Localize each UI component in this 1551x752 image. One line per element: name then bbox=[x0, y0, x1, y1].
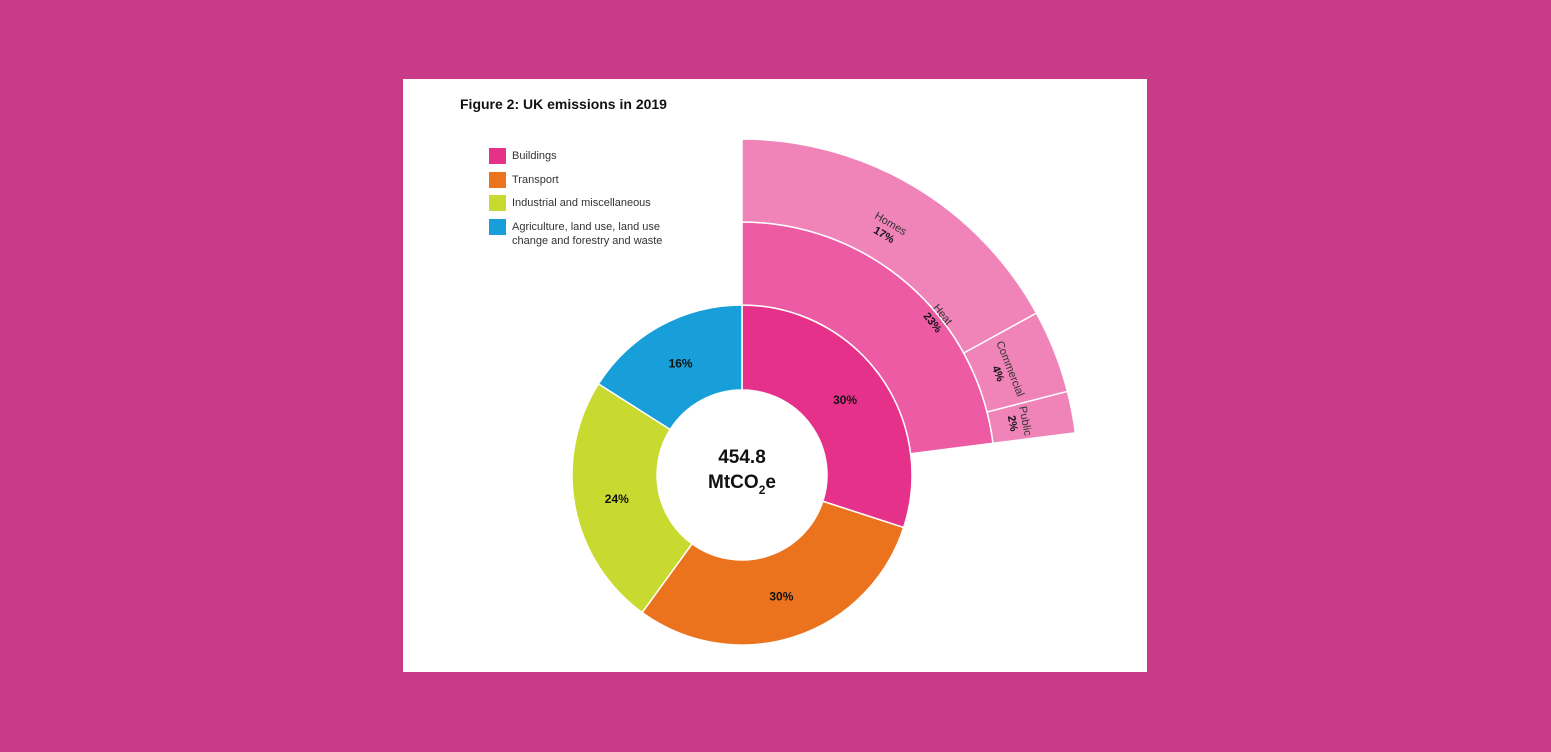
legend-swatch-transport bbox=[489, 172, 506, 188]
sub-label-value-public: 2% bbox=[1005, 415, 1020, 433]
sub-label-value-commercial: 4% bbox=[989, 364, 1006, 383]
legend-swatch-industrial bbox=[489, 195, 506, 211]
donut-slice-industrial-and-miscellan bbox=[571, 382, 694, 614]
legend-label-buildings: Buildings bbox=[512, 150, 557, 162]
figure-title: Figure 2: UK emissions in 2019 bbox=[460, 96, 667, 112]
donut-label-transport: 30% bbox=[769, 589, 793, 603]
center-total: 454.8 MtCO2e bbox=[708, 447, 776, 497]
center-total-value: 454.8 bbox=[718, 447, 766, 468]
ring-segments bbox=[571, 138, 1077, 646]
legend-label-transport: Transport bbox=[512, 174, 559, 186]
donut-label-agriculture-land-use-lan: 16% bbox=[669, 356, 693, 370]
sub-label-name-public: Public bbox=[1016, 405, 1033, 437]
sub-segment-public bbox=[986, 390, 1077, 445]
legend-label-agriculture: Agriculture, land use, land use change a… bbox=[512, 221, 663, 247]
legend-swatch-agriculture bbox=[489, 219, 506, 235]
donut-label-buildings: 30% bbox=[833, 393, 857, 407]
legend-label-industrial: Industrial and miscellaneous bbox=[512, 197, 651, 209]
legend-swatch-buildings bbox=[489, 148, 506, 164]
figure-card: Figure 2: UK emissions in 2019 Buildings… bbox=[403, 79, 1147, 672]
donut-label-industrial-and-miscellan: 24% bbox=[605, 492, 629, 506]
center-total-unit: MtCO2e bbox=[708, 472, 776, 497]
emissions-sunburst-chart: 30%30%24%16%Heat23%Homes17%Commercial4%P… bbox=[571, 138, 1077, 646]
donut-slice-transport bbox=[641, 500, 905, 646]
